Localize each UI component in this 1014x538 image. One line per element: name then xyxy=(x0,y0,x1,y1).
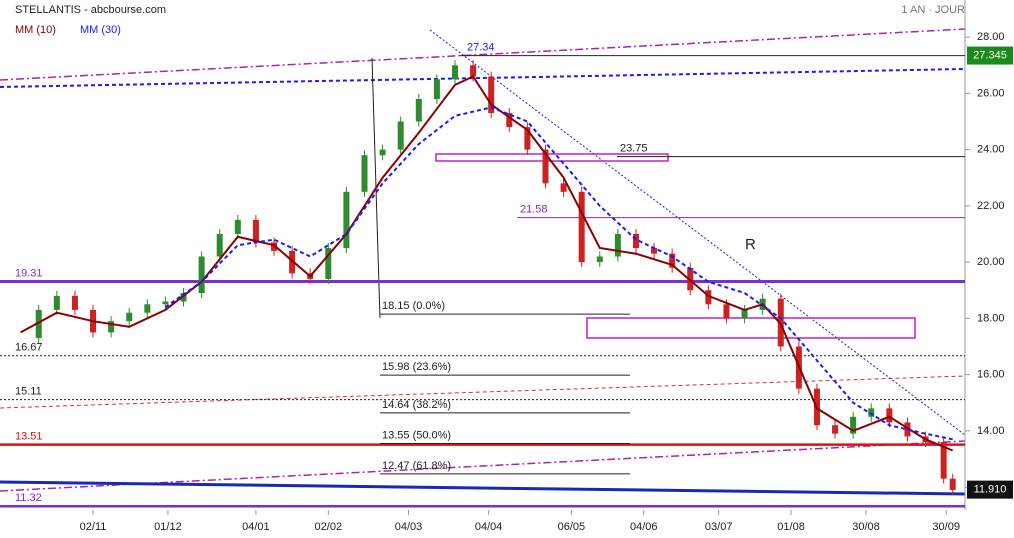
y-tick-label: 14.00 xyxy=(977,425,1005,437)
y-tick-label: 28.00 xyxy=(977,31,1005,43)
period: 1 AN · JOUR xyxy=(901,4,965,16)
x-tick-label: 03/07 xyxy=(705,521,733,533)
y-tick-label: 26.00 xyxy=(977,87,1005,99)
level-label: 19.31 xyxy=(15,267,43,279)
candle xyxy=(325,248,332,279)
x-tick-label: 04/01 xyxy=(242,521,270,533)
y-tick-label: 24.00 xyxy=(977,144,1005,156)
candle xyxy=(162,301,169,305)
candle xyxy=(560,183,567,192)
x-tick-label: 01/08 xyxy=(777,521,805,533)
candle xyxy=(252,219,259,243)
price-tag-label: 27.345 xyxy=(973,49,1007,61)
fib-label: 14.64 (38.2%) xyxy=(382,399,451,411)
candle xyxy=(433,79,440,99)
legend-entry: MM (10) xyxy=(15,24,56,36)
candle xyxy=(108,321,115,333)
candle xyxy=(35,309,42,339)
candle xyxy=(723,304,730,319)
candle xyxy=(542,149,549,184)
price-tag xyxy=(967,46,1013,65)
y-tick-label: 22.00 xyxy=(977,200,1005,212)
candle xyxy=(361,155,368,192)
x-tick-label: 04/04 xyxy=(475,521,503,533)
candle xyxy=(940,442,947,479)
candle xyxy=(524,127,531,150)
x-tick-label: 06/05 xyxy=(558,521,586,533)
candle xyxy=(234,219,241,234)
fib-label: 12.47 (61.8%) xyxy=(382,460,451,472)
level-label: 13.51 xyxy=(15,431,43,443)
candle xyxy=(705,290,712,305)
price-tag-label: 11.910 xyxy=(974,484,1007,496)
price-tag xyxy=(967,480,1013,499)
fib-label: 13.55 (50.0%) xyxy=(382,429,451,441)
level-label: 11.32 xyxy=(15,492,42,504)
x-tick-label: 30/09 xyxy=(932,521,960,533)
trend-line xyxy=(0,480,966,496)
candle xyxy=(832,425,839,434)
candle xyxy=(904,422,911,437)
x-tick-label: 02/02 xyxy=(315,521,343,533)
candle xyxy=(379,149,386,156)
chart-title: STELLANTIS - abcbourse.com xyxy=(15,4,166,16)
candle xyxy=(651,248,658,254)
x-tick-label: 30/08 xyxy=(852,521,880,533)
candle xyxy=(850,416,857,434)
level-label: 15.11 xyxy=(15,386,42,398)
candle xyxy=(596,256,603,263)
candle xyxy=(886,408,893,423)
candle xyxy=(614,233,621,257)
candle xyxy=(506,113,513,128)
level-label: 27.34 xyxy=(467,42,495,54)
candle xyxy=(397,121,404,150)
candle xyxy=(470,65,477,77)
candle xyxy=(578,191,585,263)
candle xyxy=(949,478,956,490)
fib-label: 18.15 (0.0%) xyxy=(382,300,445,312)
y-tick-label: 20.00 xyxy=(977,256,1005,268)
candle xyxy=(126,312,133,322)
x-tick-label: 01/12 xyxy=(154,521,182,533)
x-tick-label: 04/03 xyxy=(395,521,423,533)
zone xyxy=(586,317,916,339)
candle xyxy=(144,304,151,313)
fib-label: 15.98 (23.6%) xyxy=(382,361,451,373)
candle xyxy=(289,250,296,274)
legend-entry: MM (30) xyxy=(80,24,121,36)
candle xyxy=(868,408,875,417)
annotation: R xyxy=(745,236,756,253)
y-tick-label: 16.00 xyxy=(977,369,1005,381)
x-tick-label: 04/06 xyxy=(630,521,658,533)
candle xyxy=(53,295,60,310)
candle xyxy=(687,267,694,291)
candle xyxy=(451,65,458,80)
candle xyxy=(488,76,495,114)
level-label: 16.67 xyxy=(15,342,43,354)
x-tick-label: 02/11 xyxy=(80,521,107,533)
candle xyxy=(198,256,205,294)
trend-line xyxy=(0,28,966,81)
candle xyxy=(632,233,639,249)
level-label: 23.75 xyxy=(620,143,648,155)
y-tick-label: 18.00 xyxy=(977,312,1005,324)
level-label: 21.58 xyxy=(520,204,548,216)
candle xyxy=(271,242,278,251)
candle xyxy=(741,309,748,319)
candle xyxy=(180,293,187,302)
candle xyxy=(71,295,78,310)
candle xyxy=(343,191,350,249)
candle xyxy=(669,253,676,268)
candle xyxy=(415,98,422,122)
candle xyxy=(216,233,223,257)
